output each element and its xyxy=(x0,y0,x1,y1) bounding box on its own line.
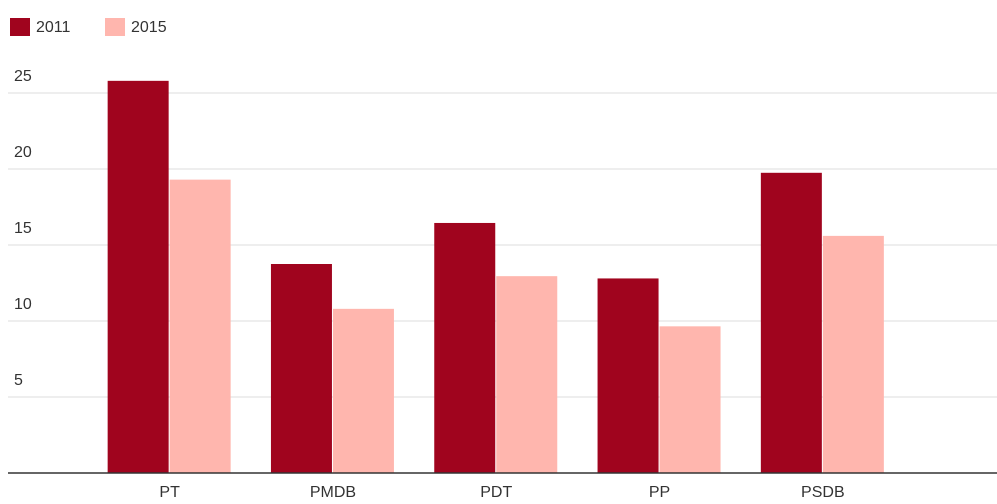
x-tick-label: PP xyxy=(649,484,670,501)
x-tick-label: PSDB xyxy=(801,484,845,501)
legend-label: 2015 xyxy=(131,19,167,36)
y-tick-label: 25 xyxy=(14,68,32,85)
bar xyxy=(822,235,884,473)
bar xyxy=(107,80,169,473)
bar xyxy=(496,276,558,473)
y-tick-label: 20 xyxy=(14,144,32,161)
bar xyxy=(270,264,332,473)
bar xyxy=(659,326,721,473)
y-tick-label: 15 xyxy=(14,220,32,237)
legend-label: 2011 xyxy=(36,19,71,36)
bar xyxy=(597,278,659,473)
y-tick-label: 10 xyxy=(14,296,32,313)
bar xyxy=(434,222,496,473)
x-tick-label: PT xyxy=(159,484,180,501)
x-tick-label: PDT xyxy=(480,484,512,501)
legend-swatch xyxy=(105,18,125,36)
bar xyxy=(169,179,231,473)
bar xyxy=(332,308,394,473)
y-tick-label: 5 xyxy=(14,372,23,389)
x-tick-label: PMDB xyxy=(310,484,356,501)
legend-swatch xyxy=(10,18,30,36)
bar xyxy=(760,172,822,474)
